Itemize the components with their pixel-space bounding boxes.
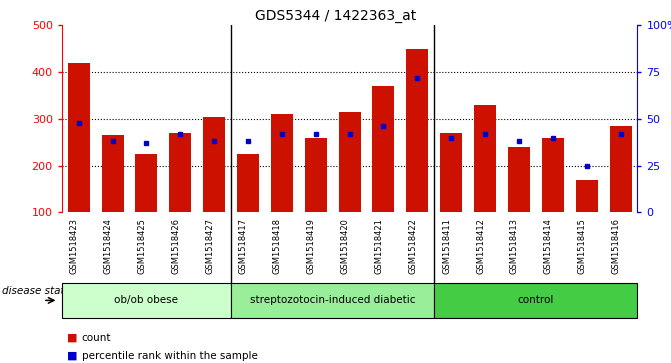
Bar (305, 138, 327, 212)
Bar (407, 49, 428, 212)
Bar (372, 86, 395, 212)
Bar (101, 135, 123, 212)
Bar (474, 105, 496, 212)
Text: GSM1518427: GSM1518427 (205, 218, 214, 274)
Bar (136, 154, 158, 212)
Bar (609, 126, 631, 212)
Text: GSM1518411: GSM1518411 (442, 218, 451, 274)
Text: GSM1518416: GSM1518416 (611, 218, 621, 274)
Text: count: count (82, 333, 111, 343)
Text: percentile rank within the sample: percentile rank within the sample (82, 351, 258, 361)
Text: GSM1518426: GSM1518426 (171, 218, 180, 274)
Text: disease state: disease state (2, 286, 71, 296)
Bar (237, 154, 259, 212)
Text: GSM1518414: GSM1518414 (544, 218, 553, 274)
Text: GSM1518417: GSM1518417 (239, 218, 248, 274)
Bar (203, 117, 225, 212)
Text: streptozotocin-induced diabetic: streptozotocin-induced diabetic (250, 295, 415, 305)
Text: GSM1518419: GSM1518419 (307, 218, 316, 274)
Bar (271, 114, 293, 212)
Text: GSM1518418: GSM1518418 (273, 218, 282, 274)
Text: control: control (517, 295, 554, 305)
Text: GDS5344 / 1422363_at: GDS5344 / 1422363_at (255, 9, 416, 23)
Bar (576, 180, 598, 212)
Text: GSM1518425: GSM1518425 (138, 218, 146, 274)
Text: ■: ■ (67, 333, 78, 343)
Text: GSM1518415: GSM1518415 (578, 218, 586, 274)
Bar (440, 133, 462, 212)
Bar (169, 133, 191, 212)
Text: GSM1518422: GSM1518422 (409, 218, 417, 274)
Text: GSM1518423: GSM1518423 (70, 218, 79, 274)
Text: GSM1518413: GSM1518413 (510, 218, 519, 274)
Bar (68, 63, 90, 212)
Bar (541, 138, 564, 212)
Text: GSM1518421: GSM1518421 (374, 218, 383, 274)
Text: GSM1518424: GSM1518424 (103, 218, 113, 274)
Text: ob/ob obese: ob/ob obese (114, 295, 178, 305)
Bar (339, 112, 360, 212)
Text: GSM1518412: GSM1518412 (476, 218, 485, 274)
Text: ■: ■ (67, 351, 78, 361)
Text: GSM1518420: GSM1518420 (341, 218, 350, 274)
Bar (508, 147, 530, 212)
